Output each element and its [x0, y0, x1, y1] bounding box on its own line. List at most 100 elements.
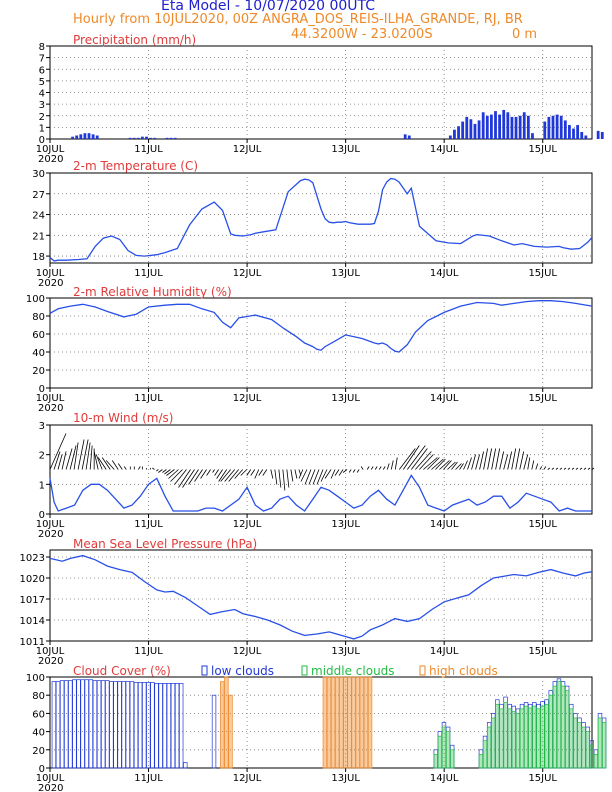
- cloud-low-bar: [166, 683, 172, 769]
- precip-bar: [498, 114, 502, 139]
- cloud-middle-bar: [511, 711, 516, 769]
- wind-arrow: [53, 451, 61, 470]
- precip-ytick-label: 2: [39, 112, 45, 123]
- rh-ytick-label: 60: [32, 330, 45, 341]
- cloud-legend-label: middle clouds: [311, 664, 395, 678]
- cloud-low-bar: [113, 681, 118, 769]
- wind-arrow: [495, 448, 501, 470]
- wind-arrow: [220, 469, 231, 482]
- cloud-middle-bar: [495, 703, 500, 769]
- precip-ytick-label: 8: [39, 42, 45, 53]
- precip-bar: [136, 137, 140, 139]
- precip-bar: [145, 136, 148, 139]
- cloud-middle-bar: [491, 717, 496, 769]
- wind-arrow: [330, 469, 336, 479]
- mslp-ytick-label: 1020: [20, 574, 45, 585]
- cloud-middle-bar: [437, 735, 443, 769]
- precip-bar: [403, 134, 407, 139]
- station-coords: 44.3200W - 23.0200S: [291, 27, 433, 42]
- wind-arrow: [531, 460, 535, 470]
- wind-arrow: [216, 469, 223, 479]
- cloud-low-bar: [109, 681, 114, 769]
- wind-arrow: [254, 469, 260, 479]
- temp-ytick-label: 24: [32, 211, 45, 222]
- wind-arrow: [89, 445, 93, 470]
- cloud-high-bar: [367, 676, 373, 769]
- mslp-title: Mean Sea Level Pressure (hPa): [73, 537, 257, 551]
- wind-arrow: [463, 460, 468, 470]
- mslp-xtick-label: 13JUL: [331, 646, 360, 657]
- cloud-year-label: 2020: [38, 783, 63, 792]
- wind-arrow: [308, 469, 316, 485]
- cloud-high-bar: [355, 676, 360, 769]
- precip-bar: [75, 135, 79, 139]
- cloud-low-bar: [121, 681, 126, 769]
- wind-arrow: [402, 445, 420, 470]
- cloud-middle-bar: [560, 685, 566, 769]
- wind-arrow: [206, 469, 211, 476]
- cloud-middle-bar: [532, 705, 537, 769]
- rh-ytick-label: 80: [32, 312, 45, 323]
- wind-arrow: [274, 469, 278, 485]
- precip-bar: [407, 135, 411, 139]
- precip-bar: [531, 133, 534, 139]
- wind-arrow: [370, 466, 374, 470]
- cloud-middle-bar: [515, 713, 521, 769]
- mslp-ytick-label: 1023: [20, 553, 45, 564]
- cloud-xtick-label: 14JUL: [430, 773, 459, 784]
- cloud-low-bar: [96, 680, 102, 769]
- wind-arrow: [571, 467, 575, 470]
- wind-arrow: [547, 467, 551, 470]
- precip-ytick-label: 5: [39, 77, 45, 88]
- mslp-year-label: 2020: [38, 656, 63, 667]
- precip-xtick-label: 10JUL: [36, 144, 65, 155]
- wind-arrow: [551, 467, 555, 470]
- cloud-middle-bar: [523, 705, 529, 769]
- cloud-low-bar: [142, 682, 147, 769]
- wind-xtick-label: 12JUL: [233, 519, 262, 530]
- cloud-high-bar: [220, 681, 225, 769]
- wind-arrow: [212, 469, 215, 473]
- precip-xtick-label: 12JUL: [233, 144, 262, 155]
- wind-arrow: [170, 469, 183, 482]
- cloud-middle-bar: [589, 744, 594, 769]
- wind-arrow: [320, 469, 328, 482]
- wind-arrow: [360, 466, 364, 470]
- wind-arrow: [246, 469, 252, 476]
- wind-arrow: [374, 466, 378, 470]
- wind-arrow: [298, 469, 304, 479]
- precip-ytick-label: 4: [39, 89, 45, 100]
- wind-arrow: [487, 448, 493, 470]
- cloud-middle-bar: [577, 722, 582, 769]
- precip-ytick-label: 0: [39, 135, 45, 146]
- wind-arrow: [123, 466, 127, 470]
- wind-arrow: [527, 457, 531, 470]
- precip-bar: [547, 116, 551, 139]
- cloud-low-bar: [133, 682, 139, 769]
- cloud-legend-swatch: [201, 665, 208, 676]
- precip-bar: [580, 132, 584, 139]
- wind-arrow: [467, 457, 472, 470]
- precip-bar: [568, 125, 571, 139]
- mslp-ytick-label: 1014: [20, 616, 45, 627]
- wind-arrow: [188, 469, 199, 485]
- cloud-low-bar: [105, 680, 110, 769]
- cloud-middle-bar: [540, 705, 545, 769]
- wind-arrow: [158, 469, 163, 473]
- wind-arrow: [300, 469, 308, 482]
- wind-arrow: [282, 469, 286, 491]
- precip-bar: [79, 134, 83, 139]
- cloud-xtick-label: 10JUL: [36, 773, 65, 784]
- wind-arrow: [338, 469, 344, 476]
- temp-ytick-label: 30: [32, 169, 45, 180]
- precip-bar: [132, 137, 136, 139]
- cloud-low-bar: [84, 679, 89, 769]
- precip-bar: [510, 116, 514, 139]
- precip-bar: [506, 112, 510, 139]
- precip-bar: [473, 123, 477, 139]
- wind-arrow: [164, 469, 171, 475]
- wind-arrow: [431, 458, 444, 470]
- wind-arrow: [471, 454, 476, 470]
- precip-bar: [485, 115, 489, 139]
- wind-arrow: [378, 466, 382, 470]
